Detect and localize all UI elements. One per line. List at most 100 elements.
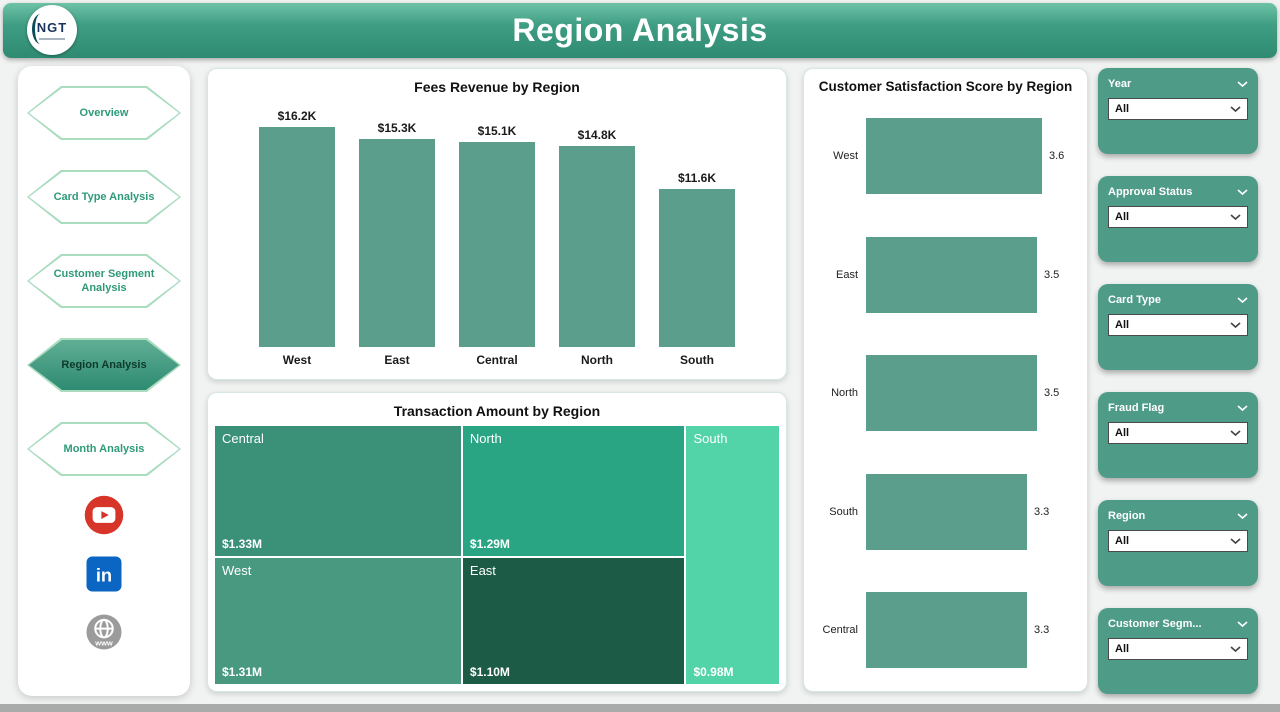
- filter-value: All: [1115, 319, 1130, 331]
- treemap-cell-value: $1.33M: [222, 537, 263, 552]
- page-title: Region Analysis: [512, 12, 768, 48]
- chevron-down-icon[interactable]: [1237, 296, 1248, 304]
- treemap-cell-name: Central: [222, 431, 264, 446]
- treemap-cell-west[interactable]: West $1.31M: [214, 557, 462, 685]
- sidebar-nav: Overview Card Type Analysis Customer Segme…: [18, 86, 190, 476]
- satisfaction-rows: West 3.6 East 3.5 North 3.5 South 3.3 Central 3.3: [812, 113, 1081, 673]
- satisfaction-row-north: North 3.5: [812, 350, 1081, 436]
- satisfaction-bar[interactable]: [866, 355, 1037, 431]
- filter-panel: Year All Approval Status All Card Type All Fra…: [1098, 68, 1258, 700]
- filter-dropdown[interactable]: All: [1108, 530, 1248, 552]
- satisfaction-bar[interactable]: [866, 236, 1037, 313]
- chevron-down-icon[interactable]: [1237, 512, 1248, 520]
- bar-value-label: $15.1K: [477, 124, 517, 138]
- bar-value-label: $16.2K: [277, 109, 317, 123]
- treemap-cell-value: $0.98M: [693, 665, 734, 679]
- bar-rect[interactable]: [659, 189, 735, 347]
- fees-bars: $16.2K West $15.3K East $15.1K Central $14.8K N…: [228, 105, 766, 371]
- treemap-cell-north[interactable]: North $1.29M: [461, 425, 686, 558]
- sidebar-item-month-analysis[interactable]: Month Analysis: [27, 422, 181, 476]
- youtube-icon[interactable]: [83, 494, 125, 536]
- chevron-down-icon: [1230, 537, 1241, 545]
- sidebar-item-label: Customer Segment Analysis: [53, 267, 155, 294]
- treemap-cell-south[interactable]: South $0.98M: [685, 425, 780, 685]
- filter-value: All: [1115, 427, 1130, 439]
- chevron-down-icon: [1230, 321, 1241, 329]
- satisfaction-value-label: 3.6: [1049, 150, 1065, 162]
- social-links: in www: [83, 494, 125, 652]
- sidebar: Overview Card Type Analysis Customer Segme…: [18, 66, 190, 696]
- sidebar-item-region-analysis[interactable]: Region Analysis: [27, 338, 181, 392]
- satisfaction-bar[interactable]: [866, 473, 1027, 550]
- treemap-cell-name: North: [469, 431, 502, 446]
- logo-underline: [39, 38, 65, 40]
- sidebar-item-label: Overview: [79, 106, 129, 119]
- svg-text:www: www: [94, 638, 113, 647]
- bar-rect[interactable]: [559, 146, 635, 347]
- filter-dropdown[interactable]: All: [1108, 638, 1248, 660]
- chevron-down-icon: [1230, 645, 1241, 653]
- filter-label: Region: [1108, 510, 1146, 522]
- sidebar-item-label: Region Analysis: [61, 358, 147, 371]
- bar-rect[interactable]: [459, 142, 535, 347]
- filter-dropdown[interactable]: All: [1108, 314, 1248, 336]
- filter-value: All: [1115, 211, 1130, 223]
- chevron-down-icon: [1230, 429, 1241, 437]
- chevron-down-icon[interactable]: [1237, 404, 1248, 412]
- svg-text:in: in: [96, 565, 112, 586]
- treemap-cell-name: East: [469, 563, 496, 579]
- bar-value-label: $14.8K: [577, 128, 617, 142]
- satisfaction-row-central: Central 3.3: [812, 587, 1081, 673]
- satisfaction-value-label: 3.3: [1034, 505, 1050, 518]
- chart-title-fees-revenue: Fees Revenue by Region: [414, 79, 580, 95]
- filter-card-card-type: Card Type All: [1098, 284, 1258, 370]
- treemap-cell-value: $1.31M: [222, 664, 263, 679]
- satisfaction-category-label: North: [831, 387, 858, 399]
- treemap: Central $1.33M North $1.29M South $0.98M West $…: [214, 425, 780, 685]
- satisfaction-value-label: 3.3: [1034, 624, 1050, 636]
- filter-card-approval-status: Approval Status All: [1098, 176, 1258, 262]
- logo-text: NGT: [36, 20, 68, 35]
- chevron-down-icon[interactable]: [1237, 188, 1248, 196]
- filter-card-customer-segm: Customer Segm... All: [1098, 608, 1258, 694]
- sidebar-item-label: Card Type Analysis: [53, 190, 155, 203]
- header: NGT Region Analysis: [3, 3, 1277, 58]
- filter-dropdown[interactable]: All: [1108, 206, 1248, 228]
- bar-category-label: East: [384, 353, 410, 367]
- chevron-down-icon: [1230, 105, 1241, 113]
- treemap-cell-east[interactable]: East $1.10M: [461, 557, 686, 685]
- satisfaction-panel: Customer Satisfaction Score by Region We…: [803, 68, 1088, 692]
- treemap-cell-value: $1.10M: [469, 664, 510, 679]
- chevron-down-icon[interactable]: [1237, 80, 1248, 88]
- filter-dropdown[interactable]: All: [1108, 98, 1248, 120]
- satisfaction-row-west: West 3.6: [812, 113, 1081, 199]
- treemap-cell-central[interactable]: Central $1.33M: [214, 425, 462, 558]
- transaction-amount-panel: Transaction Amount by Region Central $1.3…: [207, 392, 787, 692]
- satisfaction-bar[interactable]: [866, 118, 1042, 194]
- sidebar-item-card-type-analysis[interactable]: Card Type Analysis: [27, 170, 181, 224]
- filter-card-region: Region All: [1098, 500, 1258, 586]
- website-icon[interactable]: www: [84, 612, 124, 652]
- treemap-cell-value: $1.29M: [469, 537, 510, 552]
- chevron-down-icon[interactable]: [1237, 620, 1248, 628]
- satisfaction-bar[interactable]: [866, 592, 1027, 668]
- satisfaction-category-label: South: [829, 505, 858, 518]
- bar-column-north: $14.8K North: [559, 128, 635, 371]
- chart-title-transaction-amount: Transaction Amount by Region: [393, 403, 601, 419]
- sidebar-item-overview[interactable]: Overview: [27, 86, 181, 140]
- bar-rect[interactable]: [259, 127, 335, 347]
- chevron-down-icon: [1230, 213, 1241, 221]
- bar-column-south: $11.6K South: [659, 171, 735, 371]
- linkedin-icon[interactable]: in: [84, 554, 124, 594]
- logo: NGT: [27, 5, 77, 55]
- filter-value: All: [1115, 535, 1130, 547]
- satisfaction-value-label: 3.5: [1044, 268, 1060, 281]
- bar-column-central: $15.1K Central: [459, 124, 535, 371]
- filter-dropdown[interactable]: All: [1108, 422, 1248, 444]
- treemap-cell-name: West: [222, 563, 252, 579]
- sidebar-item-customer-segment-analysis[interactable]: Customer Segment Analysis: [27, 254, 181, 308]
- filter-label: Card Type: [1108, 294, 1161, 306]
- bar-rect[interactable]: [359, 139, 435, 347]
- filter-label: Fraud Flag: [1108, 402, 1165, 414]
- window-edge: [0, 704, 1280, 712]
